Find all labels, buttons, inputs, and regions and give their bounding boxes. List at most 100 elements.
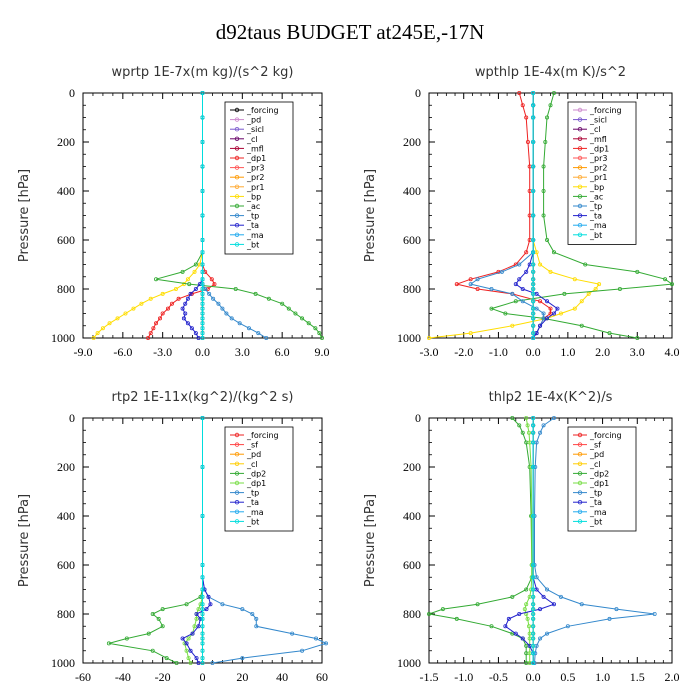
data-point	[531, 250, 536, 255]
chart-title: thlp2 1E-4x(K^2)/s	[489, 390, 613, 405]
data-point	[173, 286, 178, 291]
data-point	[652, 612, 657, 617]
data-point	[524, 250, 529, 255]
legend-label: _mfl	[589, 135, 607, 144]
data-point	[200, 316, 205, 321]
data-point	[531, 277, 536, 282]
data-point	[200, 306, 205, 311]
legend-marker	[234, 500, 240, 505]
data-point	[548, 306, 553, 311]
legend-marker	[577, 203, 583, 209]
data-point	[426, 612, 431, 617]
data-point	[572, 277, 577, 282]
data-point	[220, 602, 225, 607]
legend-label: _ac	[589, 192, 603, 201]
data-point	[203, 286, 208, 291]
data-point	[517, 262, 522, 267]
data-point	[200, 115, 205, 120]
data-point	[200, 335, 205, 340]
y-tick-label: 600	[57, 233, 75, 247]
legend-marker	[234, 452, 240, 457]
data-point	[454, 616, 459, 621]
data-point	[454, 282, 459, 287]
data-point	[210, 661, 215, 666]
data-point	[323, 641, 328, 646]
data-point	[200, 326, 205, 331]
legend-label: _sicl	[589, 116, 607, 125]
legend-marker	[234, 203, 240, 209]
data-point	[531, 607, 536, 612]
data-point	[531, 282, 536, 287]
x-tick-label: 6.0	[275, 345, 290, 359]
legend-label: _forcing	[589, 106, 622, 115]
y-tick-label: 600	[403, 233, 421, 247]
x-tick-label: -40	[115, 670, 131, 684]
data-point	[200, 331, 205, 336]
data-point	[468, 282, 473, 287]
data-point	[533, 651, 538, 656]
data-point	[254, 624, 259, 629]
data-point	[541, 213, 546, 218]
data-point	[211, 296, 216, 301]
x-tick-label: -3.0	[420, 345, 439, 359]
data-point	[194, 612, 199, 617]
data-point	[548, 103, 553, 108]
data-point	[513, 631, 518, 636]
data-point	[583, 262, 588, 267]
y-tick-label: 400	[57, 184, 75, 198]
legend-marker	[234, 509, 240, 514]
data-point	[524, 415, 529, 420]
legend-marker	[577, 165, 583, 170]
legend-marker	[234, 174, 240, 180]
data-point	[192, 269, 197, 274]
data-point	[189, 326, 194, 331]
x-tick-label: -1.0	[454, 670, 473, 684]
data-point	[517, 277, 522, 282]
y-tick-label: 800	[57, 607, 75, 621]
legend-label: _forcing	[246, 431, 279, 440]
data-point	[200, 286, 205, 291]
x-tick-label: -3.0	[153, 345, 172, 359]
x-tick-label: -0.5	[489, 670, 508, 684]
legend-marker	[234, 222, 240, 228]
y-axis-title: Pressure [hPa]	[17, 169, 32, 262]
data-point	[531, 188, 536, 193]
legend-label: _ta	[589, 212, 602, 221]
data-point	[200, 514, 205, 519]
data-point	[524, 602, 529, 607]
data-point	[200, 575, 205, 580]
data-point	[565, 624, 570, 629]
data-point	[538, 299, 543, 304]
data-point	[551, 602, 556, 607]
x-tick-label: 3.0	[235, 345, 250, 359]
data-point	[220, 306, 225, 311]
legend-label: _ma	[246, 508, 264, 517]
chart-panel-2: wpthlp 1E-4x(m K)/s^2 Pressure [hPa] -3.0 -…	[363, 65, 680, 359]
data-point	[200, 464, 205, 469]
data-point	[670, 282, 675, 287]
data-point	[200, 250, 205, 255]
data-point	[158, 316, 163, 321]
series-ac	[489, 91, 675, 340]
series-line	[427, 417, 533, 663]
data-point	[558, 311, 563, 316]
data-point	[181, 316, 186, 321]
data-point	[541, 594, 546, 599]
series-line	[182, 93, 203, 339]
data-point	[545, 299, 550, 304]
legend-marker	[577, 500, 583, 505]
data-point	[264, 335, 269, 340]
data-point	[586, 291, 591, 296]
data-point	[188, 291, 193, 296]
data-point	[531, 631, 536, 636]
legend-marker	[234, 213, 240, 218]
x-tick-label: -9.0	[74, 345, 93, 359]
data-point	[313, 326, 318, 331]
data-point	[525, 616, 530, 621]
y-axis-title: Pressure [hPa]	[363, 494, 378, 587]
x-tick-label: -1.0	[489, 345, 508, 359]
x-tick-label: 0	[200, 670, 206, 684]
data-point	[510, 291, 515, 296]
data-point	[200, 139, 205, 144]
chart-title: wprtp 1E-7x(m kg)/(s^2 kg)	[112, 65, 294, 80]
